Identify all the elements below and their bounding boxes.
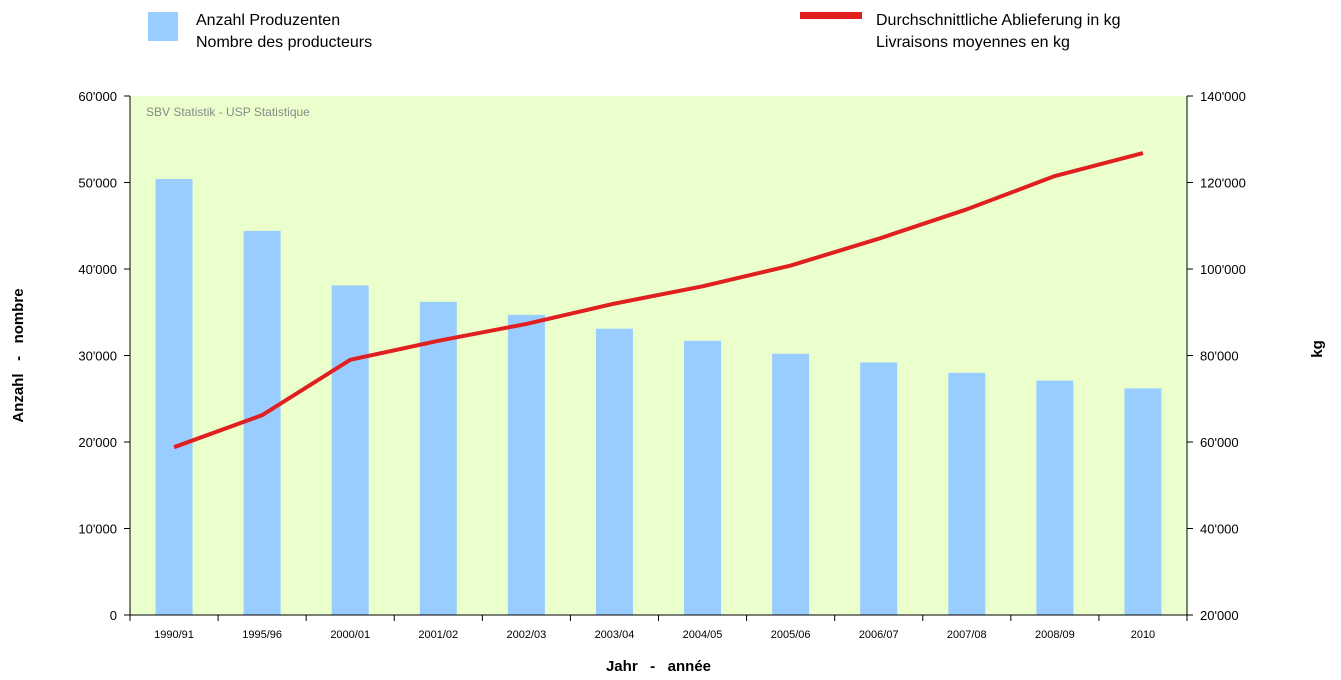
x-tick-label: 2003/04 bbox=[595, 629, 635, 641]
x-tick-label: 2007/08 bbox=[947, 629, 987, 641]
x-tick-label: 2005/06 bbox=[771, 629, 811, 641]
y-left-tick-label: 60'000 bbox=[78, 89, 117, 104]
legend-line-label: Durchschnittliche Ablieferung in kg bbox=[876, 12, 1121, 29]
y-right-tick-label: 60'000 bbox=[1200, 435, 1239, 450]
bar-2010 bbox=[1124, 388, 1162, 615]
x-tick-label: 2000/01 bbox=[330, 629, 370, 641]
y-left-tick-label: 40'000 bbox=[78, 262, 117, 277]
legend-bar-swatch bbox=[148, 12, 178, 41]
legend-bar-label: Nombre des producteurs bbox=[196, 34, 372, 51]
y-left-tick-label: 30'000 bbox=[78, 349, 117, 364]
bar-2007-08 bbox=[948, 372, 986, 615]
x-axis-title: Jahr - année bbox=[606, 658, 711, 675]
legend: Anzahl Produzenten Nombre des producteurs… bbox=[148, 12, 1121, 51]
y-right-tick-label: 140'000 bbox=[1200, 89, 1246, 104]
bar-2000-01 bbox=[331, 285, 369, 615]
y-right-tick-label: 20'000 bbox=[1200, 608, 1239, 623]
chart-annotation: SBV Statistik - USP Statistique bbox=[146, 105, 310, 119]
y-left-tick-label: 10'000 bbox=[78, 522, 117, 537]
x-tick-label: 1995/96 bbox=[242, 629, 282, 641]
legend-bar-label: Anzahl Produzenten bbox=[196, 12, 340, 29]
bar-2002-03 bbox=[507, 314, 545, 615]
bar-2001-02 bbox=[419, 301, 457, 615]
bar-2003-04 bbox=[595, 328, 633, 615]
x-tick-label: 1990/91 bbox=[154, 629, 194, 641]
x-tick-label: 2001/02 bbox=[418, 629, 458, 641]
line-series bbox=[173, 151, 1144, 450]
bar-2004-05 bbox=[684, 340, 722, 615]
axes: 0 10'000 20'000 30'000 40'000 50'000 60'000 20'… bbox=[78, 89, 1246, 641]
x-tick-label: 2010 bbox=[1131, 629, 1155, 641]
y-right-axis-title: kg bbox=[1309, 340, 1326, 358]
y-right-tick-label: 80'000 bbox=[1200, 349, 1239, 364]
plot-area bbox=[130, 96, 1187, 615]
legend-line-swatch bbox=[800, 12, 862, 19]
bar-2006-07 bbox=[860, 362, 898, 615]
x-tick-label: 2008/09 bbox=[1035, 629, 1075, 641]
y-right-tick-label: 40'000 bbox=[1200, 522, 1239, 537]
y-left-tick-label: 50'000 bbox=[78, 176, 117, 191]
bar-series bbox=[155, 179, 1162, 616]
y-left-tick-label: 0 bbox=[110, 608, 117, 623]
legend-line-label: Livraisons moyennes en kg bbox=[876, 34, 1070, 51]
y-right-tick-label: 100'000 bbox=[1200, 262, 1246, 277]
bar-2008-09 bbox=[1036, 380, 1074, 615]
x-tick-label: 2006/07 bbox=[859, 629, 899, 641]
bar-1995-96 bbox=[243, 230, 281, 615]
x-tick-label: 2002/03 bbox=[506, 629, 546, 641]
y-left-tick-label: 20'000 bbox=[78, 435, 117, 450]
y-right-tick-label: 120'000 bbox=[1200, 176, 1246, 191]
x-tick-label: 2004/05 bbox=[683, 629, 723, 641]
y-left-axis-title: Anzahl - nombre bbox=[10, 288, 27, 422]
bar-1990-91 bbox=[155, 179, 193, 616]
bar-2005-06 bbox=[772, 353, 810, 615]
